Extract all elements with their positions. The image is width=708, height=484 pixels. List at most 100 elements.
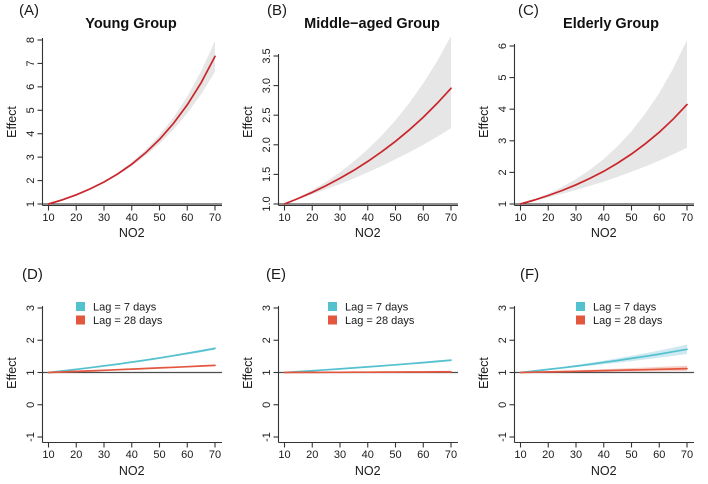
- y-tick-label: 3: [497, 138, 509, 144]
- y-tick-label: 7: [25, 60, 37, 66]
- y-axis-label: Effect: [5, 106, 19, 138]
- panel-title: Young Group: [85, 16, 177, 32]
- x-tick-label: 50: [389, 212, 401, 224]
- y-tick-label: 1: [497, 201, 509, 207]
- y-tick-label: 6: [497, 43, 509, 49]
- panel-title: Elderly Group: [563, 16, 659, 32]
- y-tick-label: -1: [261, 432, 273, 442]
- x-tick-label: 60: [653, 212, 665, 224]
- panel-letter: (A): [19, 2, 39, 19]
- legend-swatch: [328, 302, 337, 311]
- effect-estimate-line: [519, 103, 688, 205]
- x-tick-label: 20: [306, 212, 318, 224]
- legend-label: Lag = 7 days: [345, 302, 409, 314]
- confidence-band: [520, 40, 687, 204]
- x-tick-label: 20: [542, 449, 554, 461]
- y-tick-label: 0: [497, 402, 509, 408]
- legend-label: Lag = 28 days: [345, 315, 415, 327]
- lag-7-days-line: [283, 359, 452, 374]
- y-axis-label: Effect: [477, 357, 491, 389]
- legend-label: Lag = 28 days: [93, 315, 163, 327]
- x-tick-label: 10: [514, 449, 526, 461]
- y-tick-label: 0: [25, 402, 37, 408]
- y-tick-label: 2: [261, 337, 273, 343]
- y-tick-label: 3: [497, 305, 509, 311]
- y-tick-label: 3.5: [261, 48, 273, 63]
- y-axis-label: Effect: [477, 106, 491, 138]
- y-tick-label: 4: [497, 106, 509, 112]
- x-tick-label: 30: [334, 212, 346, 224]
- panel-F: -1 0 1 2 3 10 20 30 40 50 60 70 NO2 Effect (F) Lag = 7 …: [472, 242, 708, 484]
- x-tick-label: 60: [417, 212, 429, 224]
- legend-swatch: [576, 302, 585, 311]
- panel-letter: (E): [266, 266, 286, 283]
- x-axis-label: NO2: [591, 464, 617, 478]
- y-tick-label: 2: [25, 178, 37, 184]
- x-axis-label: NO2: [119, 464, 145, 478]
- legend-swatch: [328, 315, 337, 325]
- y-tick-label: 2.5: [261, 108, 273, 123]
- x-tick-label: 50: [625, 212, 637, 224]
- x-tick-label: 70: [681, 212, 693, 224]
- x-tick-label: 60: [181, 449, 193, 461]
- x-tick-label: 10: [42, 212, 54, 224]
- x-axis-label: NO2: [591, 226, 617, 240]
- y-tick-label: 2: [497, 169, 509, 175]
- y-tick-label: 2.0: [261, 137, 273, 152]
- y-tick-label: 3: [25, 305, 37, 311]
- x-tick-label: 50: [153, 449, 165, 461]
- x-tick-label: 30: [570, 212, 582, 224]
- panel-letter: (D): [22, 266, 43, 283]
- x-tick-label: 40: [362, 212, 374, 224]
- x-tick-label: 30: [334, 449, 346, 461]
- panel-B: 1.0 1.5 2.0 2.5 3.0 3.5 10 20 30 40 50 60 70 NO2 Effec…: [236, 0, 472, 242]
- lag-7-days-line: [47, 347, 216, 374]
- y-tick-label: 4: [25, 131, 37, 137]
- legend-label: Lag = 7 days: [93, 302, 157, 314]
- x-tick-label: 70: [681, 449, 693, 461]
- legend-swatch: [76, 302, 85, 311]
- y-tick-label: 3: [261, 305, 273, 311]
- panel-title: Middle−aged Group: [304, 16, 440, 32]
- y-axis-label: Effect: [241, 106, 255, 138]
- effect-estimate-line: [283, 87, 452, 205]
- y-tick-label: 0: [261, 402, 273, 408]
- effect-estimate-line: [47, 55, 216, 205]
- x-tick-label: 50: [625, 449, 637, 461]
- y-tick-label: 1.0: [261, 196, 273, 211]
- lag-28-days-line: [283, 371, 452, 374]
- x-axis-label: NO2: [355, 226, 381, 240]
- legend-label: Lag = 28 days: [593, 315, 663, 327]
- y-tick-label: 6: [25, 84, 37, 90]
- x-tick-label: 60: [417, 449, 429, 461]
- y-tick-label: 3: [25, 154, 37, 160]
- y-tick-label: 5: [25, 107, 37, 113]
- legend-label: Lag = 7 days: [593, 302, 657, 314]
- panel-C: 1 2 3 4 5 6 10 20 30 40 50 60 70 NO2 Effect (C) Elderly …: [472, 0, 708, 242]
- legend-swatch: [576, 315, 585, 325]
- x-tick-label: 10: [278, 212, 290, 224]
- x-tick-label: 70: [445, 449, 457, 461]
- y-tick-label: 3.0: [261, 78, 273, 93]
- x-tick-label: 30: [98, 212, 110, 224]
- x-tick-label: 40: [362, 449, 374, 461]
- y-tick-label: 2: [497, 337, 509, 343]
- x-tick-label: 40: [598, 449, 610, 461]
- y-axis-label: Effect: [5, 357, 19, 389]
- x-tick-label: 50: [389, 449, 401, 461]
- lag-7-days-line: [519, 348, 688, 374]
- panel-B-chart: 1.0 1.5 2.0 2.5 3.0 3.5 10 20 30 40 50 60 70 NO2 Effec…: [241, 2, 458, 240]
- x-tick-label: 30: [98, 449, 110, 461]
- lag-28-days-line: [47, 364, 216, 374]
- lag-28-days-line: [519, 367, 688, 374]
- x-tick-label: 20: [70, 449, 82, 461]
- confidence-band: [284, 36, 451, 204]
- x-tick-label: 70: [209, 212, 221, 224]
- confidence-band: [48, 41, 215, 204]
- x-tick-label: 10: [514, 212, 526, 224]
- y-tick-label: 2: [25, 337, 37, 343]
- panel-D: -1 0 1 2 3 10 20 30 40 50 60 70 NO2 Effect (D) Lag = 7 …: [0, 242, 236, 484]
- y-tick-label: 1.5: [261, 167, 273, 182]
- y-tick-label: 1: [497, 369, 509, 375]
